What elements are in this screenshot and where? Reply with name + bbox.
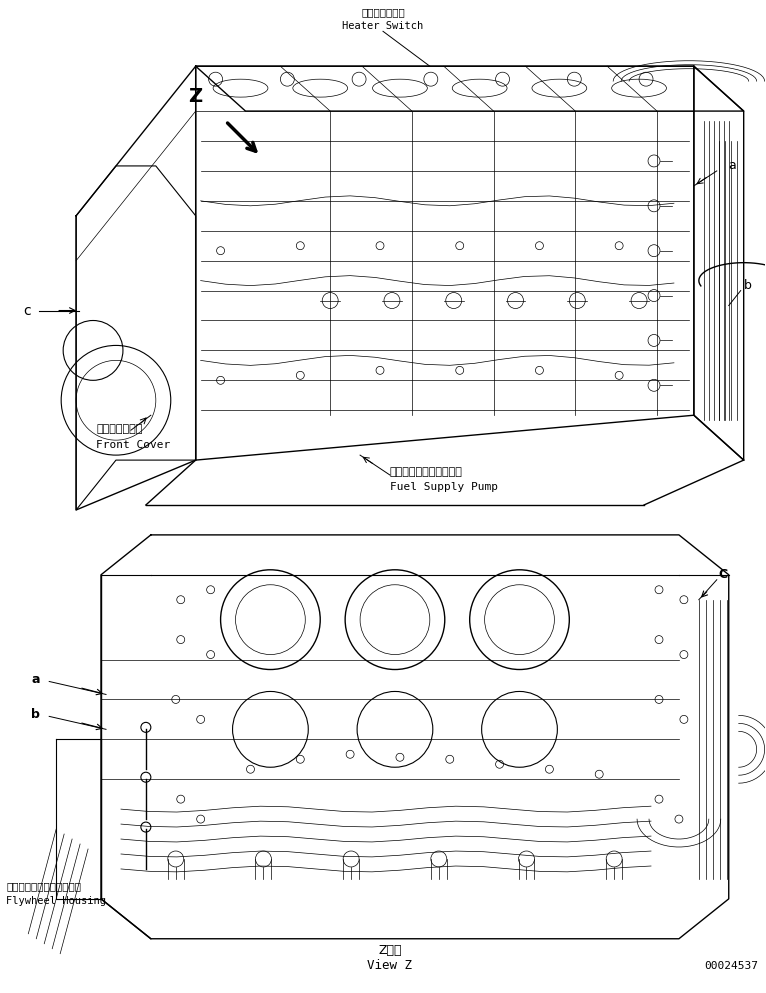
- Text: 00024537: 00024537: [705, 960, 758, 971]
- Text: Fuel Supply Pump: Fuel Supply Pump: [390, 482, 498, 492]
- Text: b: b: [744, 279, 751, 292]
- Text: フロントカバー: フロントカバー: [96, 424, 142, 434]
- Text: Flywheel Housing: Flywheel Housing: [6, 896, 106, 906]
- Text: C: C: [719, 568, 728, 581]
- Text: フュエルサプライポンプ: フュエルサプライポンプ: [390, 467, 463, 477]
- Text: a: a: [728, 160, 736, 173]
- Text: a: a: [31, 673, 40, 686]
- Text: b: b: [31, 708, 40, 721]
- Text: フライホイールハウジング: フライホイールハウジング: [6, 881, 81, 891]
- Text: c: c: [23, 304, 31, 318]
- Text: Z　視: Z 視: [378, 943, 401, 956]
- Text: View Z: View Z: [368, 958, 412, 972]
- Text: Z: Z: [188, 86, 203, 105]
- Text: Heater Switch: Heater Switch: [342, 21, 424, 32]
- Text: Front Cover: Front Cover: [96, 440, 170, 450]
- Text: ヒータスイッチ: ヒータスイッチ: [361, 7, 405, 17]
